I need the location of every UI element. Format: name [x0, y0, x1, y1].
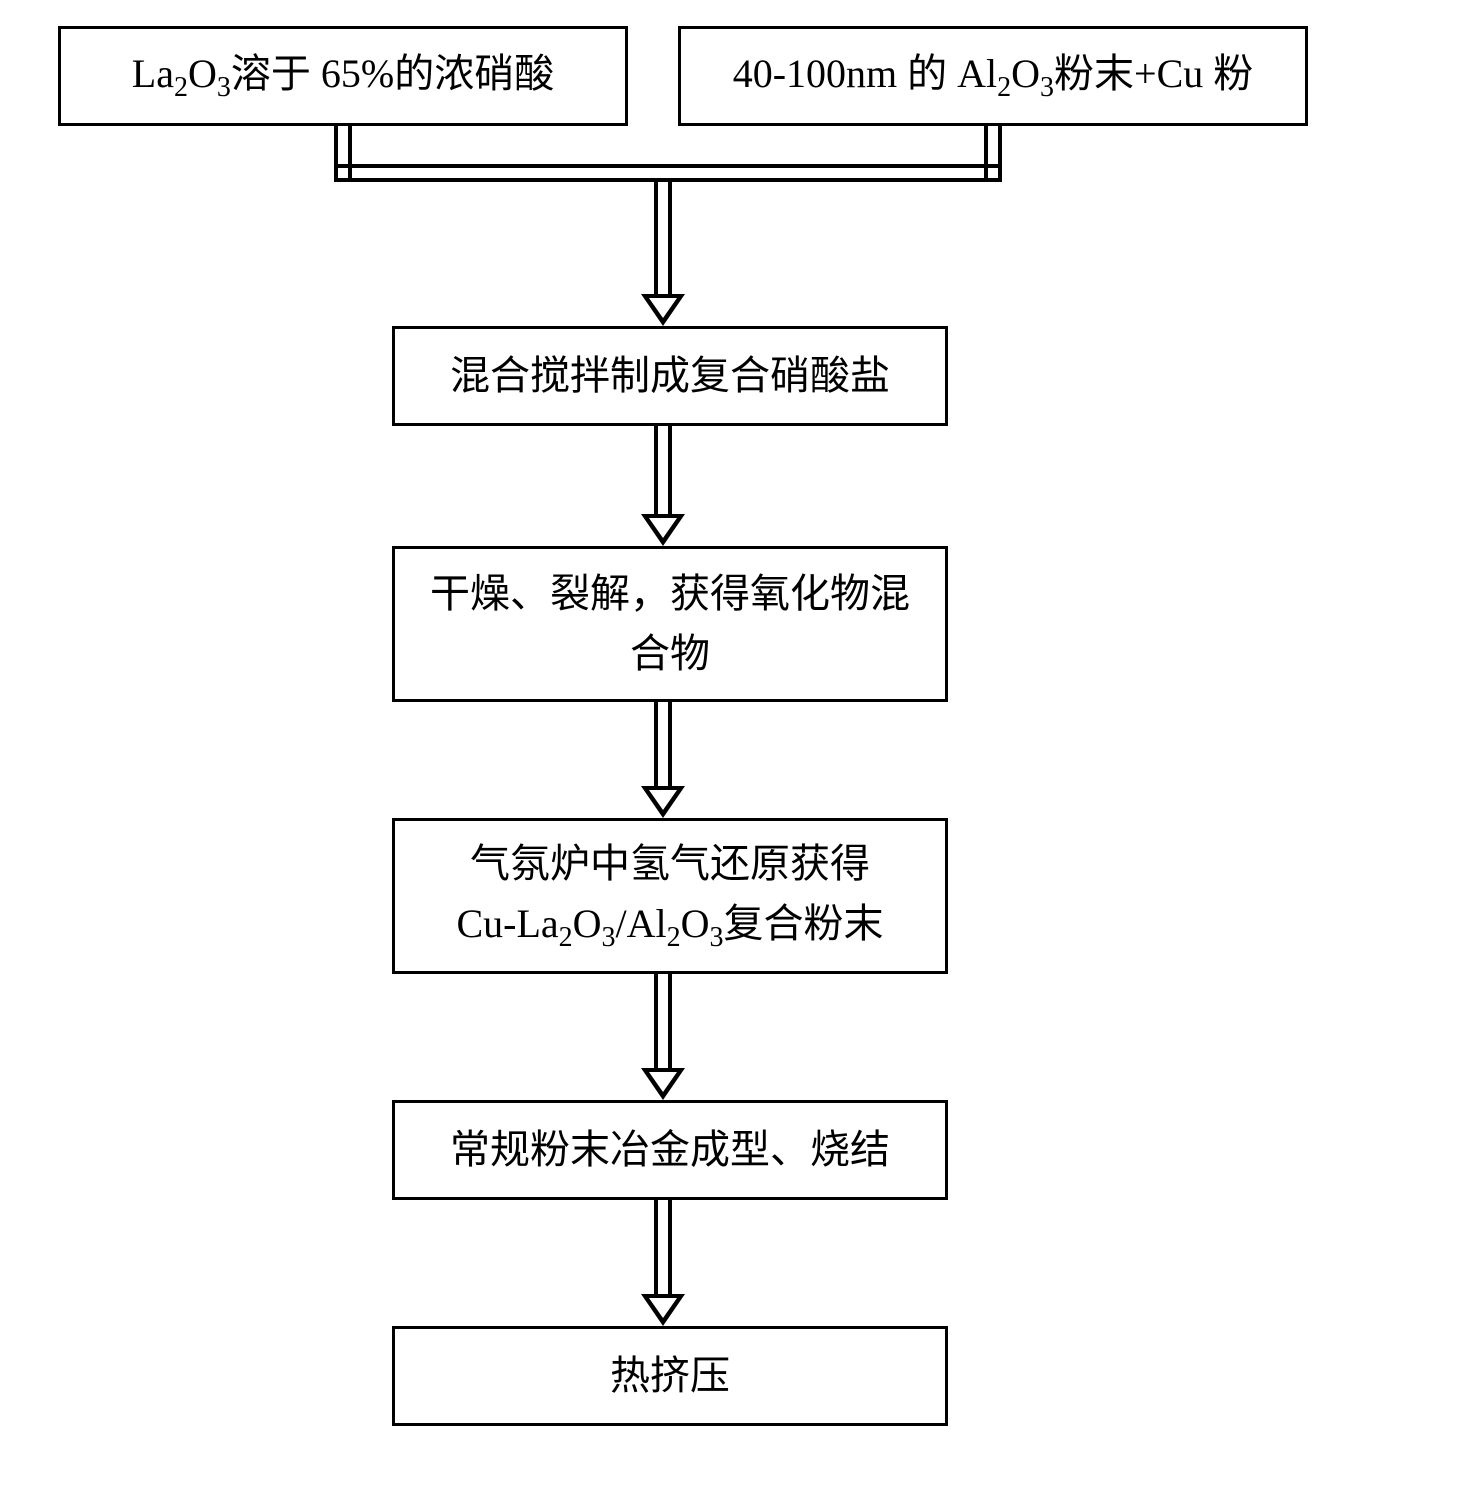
- connector-segment: [654, 178, 672, 296]
- flow-node-input-left: La2O3溶于 65%的浓硝酸: [58, 26, 628, 126]
- connector-segment: [654, 974, 672, 1070]
- flow-node-input-right: 40-100nm 的 Al2O3粉末+Cu 粉: [678, 26, 1308, 126]
- arrow-head-icon: [641, 514, 685, 546]
- node-label: 常规粉末冶金成型、烧结: [450, 1120, 890, 1180]
- connector-cap: [334, 164, 338, 182]
- flow-node-extrude: 热挤压: [392, 1326, 948, 1426]
- connector-cap: [998, 164, 1002, 182]
- arrow-head-icon: [641, 1294, 685, 1326]
- connector-segment: [654, 1200, 672, 1296]
- connector-segment: [654, 426, 672, 516]
- node-label: 混合搅拌制成复合硝酸盐: [450, 346, 890, 406]
- arrow-head-icon: [641, 786, 685, 818]
- node-label: 热挤压: [610, 1346, 730, 1406]
- node-label: La2O3溶于 65%的浓硝酸: [132, 44, 554, 109]
- connector-segment: [654, 702, 672, 788]
- node-label: 40-100nm 的 Al2O3粉末+Cu 粉: [733, 44, 1254, 109]
- flow-node-mix: 混合搅拌制成复合硝酸盐: [392, 326, 948, 426]
- node-label: 干燥、裂解，获得氧化物混 合物: [430, 564, 910, 684]
- node-label: 气氛炉中氢气还原获得Cu-La2O3/Al2O3复合粉末: [456, 834, 883, 959]
- flow-node-reduce: 气氛炉中氢气还原获得Cu-La2O3/Al2O3复合粉末: [392, 818, 948, 974]
- arrow-head-icon: [641, 294, 685, 326]
- arrow-head-icon: [641, 1068, 685, 1100]
- flow-node-dry: 干燥、裂解，获得氧化物混 合物: [392, 546, 948, 702]
- flow-node-sinter: 常规粉末冶金成型、烧结: [392, 1100, 948, 1200]
